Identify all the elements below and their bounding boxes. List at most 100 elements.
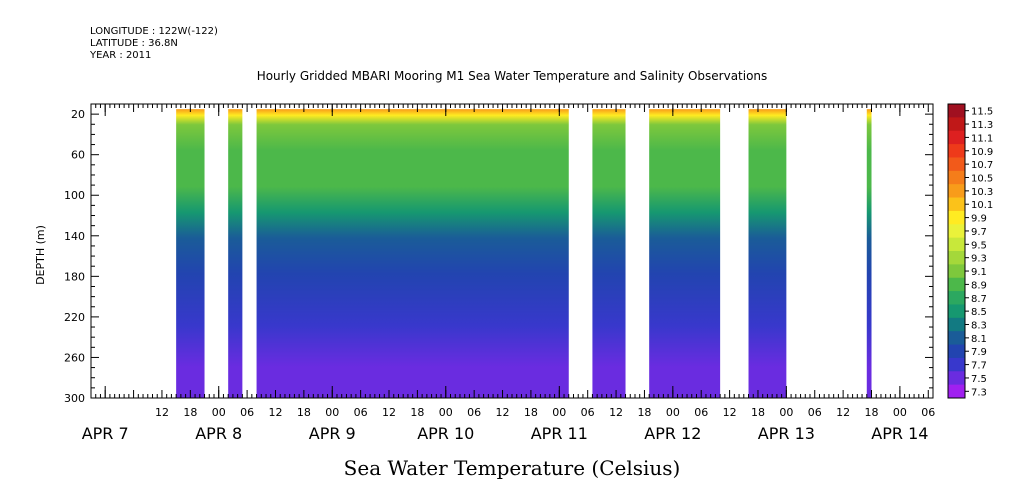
colorbar-swatch [948, 291, 965, 305]
x-hour-label: 18 [637, 406, 651, 419]
x-day-label: APR 9 [309, 424, 356, 443]
x-hour-label: 12 [723, 406, 737, 419]
colorbar-label: 9.9 [971, 214, 987, 225]
y-tick-label: 100 [64, 189, 85, 202]
colorbar-swatch [948, 384, 965, 399]
colorbar-swatch [948, 344, 965, 359]
colorbar-swatch [948, 130, 965, 145]
colorbar-swatch [948, 210, 965, 225]
colorbar-swatch [948, 371, 965, 386]
colorbar-swatch [948, 157, 965, 172]
colorbar-label: 10.3 [971, 187, 993, 198]
colorbar-label: 7.5 [971, 374, 987, 385]
colorbar-label: 7.7 [971, 361, 987, 372]
colorbar-swatch [948, 224, 965, 239]
x-hour-label: 18 [297, 406, 311, 419]
y-tick-label: 140 [64, 230, 85, 243]
colorbar-label: 8.1 [971, 334, 987, 345]
x-hour-label: 06 [808, 406, 822, 419]
colorbar-swatch [948, 304, 965, 319]
colorbar-label: 9.1 [971, 267, 987, 278]
x-hour-label: 06 [694, 406, 708, 419]
colorbar-label: 10.7 [971, 160, 993, 171]
colorbar-swatch [948, 277, 965, 292]
x-hour-label: 00 [779, 406, 793, 419]
x-hour-label: 18 [751, 406, 765, 419]
colorbar-label: 9.7 [971, 227, 987, 238]
colorbar-swatch [948, 197, 965, 212]
colorbar-label: 10.9 [971, 147, 993, 158]
data-segment [592, 109, 626, 398]
colorbar-frame [947, 103, 966, 399]
y-tick-label: 220 [64, 311, 85, 324]
colorbar-label: 11.5 [971, 107, 993, 118]
colorbar-label: 10.5 [971, 174, 993, 185]
y-tick-label: 20 [71, 108, 85, 121]
y-tick-label: 180 [64, 270, 85, 283]
data-segment [748, 109, 787, 398]
chart-title: Hourly Gridded MBARI Mooring M1 Sea Wate… [257, 69, 768, 83]
data-segment [176, 109, 205, 398]
x-hour-label: 00 [893, 406, 907, 419]
x-hour-label: 00 [552, 406, 566, 419]
colorbar-swatch [948, 264, 965, 279]
x-hour-label: 12 [609, 406, 623, 419]
y-tick-label: 260 [64, 351, 85, 364]
colorbar-swatch [948, 170, 965, 185]
x-hour-label: 18 [410, 406, 424, 419]
data-segment [228, 109, 243, 398]
colorbar: 11.5 11.3 11.1 10.9 10.7 10.5 10.3 10.1 9.9 9.7 9.… [947, 103, 993, 399]
colorbar-swatch [948, 331, 965, 346]
colorbar-swatch [948, 357, 965, 372]
latitude-label: LATITUDE : 36.8N [90, 38, 178, 49]
x-day-label: APR 12 [644, 424, 701, 443]
y-tick-label: 60 [71, 149, 85, 162]
colorbar-swatch [948, 184, 965, 199]
axes: 20 60 100 140 180 220 260 300 12 18 00 06 12 18 00 06 12… [64, 103, 935, 443]
x-hour-label: 06 [581, 406, 595, 419]
x-day-label: APR 11 [531, 424, 588, 443]
x-hour-label: 00 [325, 406, 339, 419]
x-hour-label: 00 [439, 406, 453, 419]
colorbar-label: 7.3 [971, 387, 987, 398]
x-hour-label: 12 [268, 406, 282, 419]
data-segment [256, 109, 569, 398]
x-hour-label: 06 [921, 406, 935, 419]
x-hour-label: 18 [524, 406, 538, 419]
x-hour-label: 12 [496, 406, 510, 419]
x-day-label: APR 13 [758, 424, 815, 443]
colorbar-label: 8.5 [971, 307, 987, 318]
x-axis-label: Sea Water Temperature (Celsius) [344, 456, 681, 480]
year-label: YEAR : 2011 [90, 50, 152, 61]
data-segment [866, 109, 872, 398]
colorbar-label: 9.3 [971, 254, 987, 265]
plot-area [176, 109, 872, 398]
x-hour-label: 06 [354, 406, 368, 419]
x-hour-label: 12 [836, 406, 850, 419]
colorbar-label: 8.9 [971, 280, 987, 291]
x-day-label: APR 8 [195, 424, 242, 443]
x-hour-label: 12 [155, 406, 169, 419]
colorbar-swatch [948, 144, 965, 158]
colorbar-swatch [948, 104, 965, 118]
x-day-label: APR 7 [82, 424, 129, 443]
colorbar-label: 7.9 [971, 347, 987, 358]
y-tick-label: 300 [64, 392, 85, 405]
x-day-label: APR 14 [871, 424, 928, 443]
y-axis-label: DEPTH (m) [34, 225, 47, 285]
colorbar-label: 11.1 [971, 133, 993, 144]
x-hour-label: 18 [183, 406, 197, 419]
x-hour-label: 12 [382, 406, 396, 419]
x-hour-label: 06 [467, 406, 481, 419]
colorbar-swatch [948, 237, 965, 252]
x-hour-label: 18 [865, 406, 879, 419]
colorbar-swatch [948, 117, 965, 132]
x-hour-label: 06 [240, 406, 254, 419]
colorbar-swatch [948, 317, 965, 332]
longitude-label: LONGITUDE : 122W(-122) [90, 26, 218, 37]
colorbar-label: 10.1 [971, 200, 993, 211]
colorbar-label: 8.7 [971, 294, 987, 305]
x-day-label: APR 10 [417, 424, 474, 443]
colorbar-swatch [948, 251, 965, 265]
